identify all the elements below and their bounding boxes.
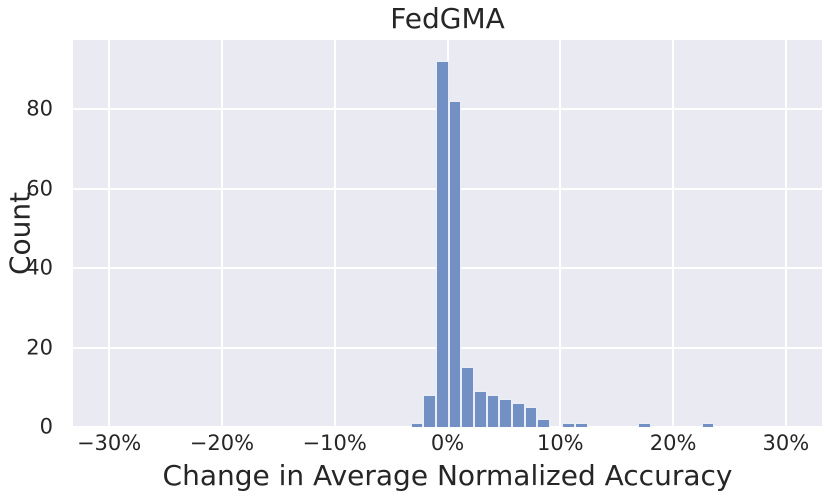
plot-area (73, 40, 822, 428)
gridline-vertical (220, 40, 223, 427)
histogram-bar (436, 61, 449, 427)
x-tick-label: −30% (76, 431, 142, 455)
histogram-bar (537, 419, 550, 427)
gridline-horizontal (73, 426, 822, 428)
x-tick-label: 30% (762, 431, 810, 455)
y-tick-label: 20 (26, 335, 53, 360)
bars-layer (73, 40, 822, 427)
histogram-bar (511, 403, 525, 427)
gridline-vertical (784, 40, 787, 427)
histogram-bar (410, 423, 424, 427)
histogram-bar (499, 399, 512, 427)
histogram-bar (701, 423, 715, 427)
y-tick-labels: 0 20 40 60 80 (0, 40, 63, 437)
histogram-bar (486, 395, 500, 427)
histogram-bar (638, 423, 651, 427)
histogram-bar (423, 395, 437, 427)
histogram-bar (562, 423, 576, 427)
chart-title: FedGMA (390, 2, 505, 35)
x-tick-label: 0% (430, 431, 465, 455)
y-tick-label: 60 (26, 176, 53, 201)
y-tick-label: 0 (39, 414, 53, 439)
x-axis-label: Change in Average Normalized Accuracy (162, 459, 733, 492)
histogram-bar (524, 407, 538, 427)
x-tick-label: −20% (189, 431, 255, 455)
gridline-vertical (559, 40, 562, 427)
gridline-vertical (672, 40, 675, 427)
histogram-bar (461, 367, 474, 427)
histogram-bar (448, 101, 462, 427)
x-tick-label: 20% (649, 431, 697, 455)
x-tick-label: 10% (536, 431, 584, 455)
y-tick-label: 40 (26, 255, 53, 280)
gridline-vertical (333, 40, 336, 427)
x-tick-label: −10% (302, 431, 367, 455)
gridline-vertical (108, 40, 111, 427)
x-tick-labels: −30% −20% −10% 0% 10% 20% 30% (73, 431, 822, 463)
y-tick-label: 80 (26, 96, 53, 121)
histogram-bar (575, 423, 588, 427)
histogram-bar (474, 391, 487, 427)
